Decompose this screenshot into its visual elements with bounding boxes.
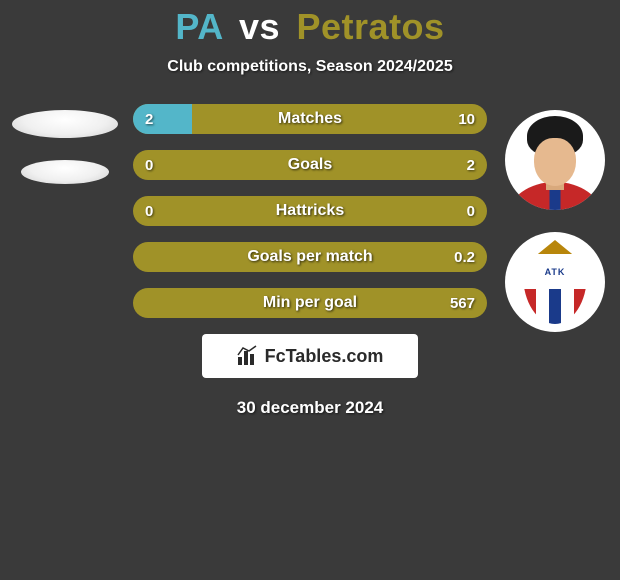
stat-value-player1: 2: [145, 104, 153, 134]
stat-row: Goals per match 0.2: [133, 242, 487, 272]
bar-chart-icon: [237, 345, 259, 367]
shield-stripes: [523, 289, 587, 324]
stat-row: Min per goal 567: [133, 288, 487, 318]
stripe: [523, 289, 536, 324]
stat-row: 0 Hattricks 0: [133, 196, 487, 226]
branding-box: FcTables.com: [202, 334, 418, 378]
player2-face: [534, 138, 576, 186]
stripe: [574, 289, 587, 324]
comparison-title: PA vs Petratos: [0, 0, 620, 48]
stat-fill-player1: [133, 104, 192, 134]
player2-name: Petratos: [297, 6, 445, 47]
stat-value-player2: 2: [467, 150, 475, 180]
stat-label: Goals per match: [247, 248, 372, 266]
stat-label: Goals: [288, 156, 332, 174]
stripe: [549, 289, 562, 324]
player1-name: PA: [175, 6, 222, 47]
vs-separator: vs: [239, 6, 280, 47]
stat-value-player1: 0: [145, 196, 153, 226]
stripe: [536, 289, 549, 324]
stat-label: Matches: [278, 110, 342, 128]
stat-row: 0 Goals 2: [133, 150, 487, 180]
branding-text: FcTables.com: [265, 346, 384, 367]
stat-value-player2: 0.2: [454, 242, 475, 272]
stat-label: Min per goal: [263, 294, 357, 312]
stripe: [561, 289, 574, 324]
player1-column: [10, 110, 120, 184]
player2-column: ATK: [500, 110, 610, 332]
stat-row: 2 Matches 10: [133, 104, 487, 134]
subtitle: Club competitions, Season 2024/2025: [0, 58, 620, 76]
player1-avatar-placeholder: [12, 110, 118, 138]
player1-club-placeholder: [21, 160, 109, 184]
player2-avatar: [505, 110, 605, 210]
club-shield: ATK: [523, 254, 587, 324]
stat-label: Hattricks: [276, 202, 344, 220]
stat-value-player2: 567: [450, 288, 475, 318]
stat-value-player2: 10: [458, 104, 475, 134]
player2-club-badge: ATK: [505, 232, 605, 332]
stat-value-player1: 0: [145, 150, 153, 180]
stat-value-player2: 0: [467, 196, 475, 226]
club-initials: ATK: [545, 267, 566, 277]
date: 30 december 2024: [0, 398, 620, 418]
shield-top: ATK: [523, 254, 587, 289]
